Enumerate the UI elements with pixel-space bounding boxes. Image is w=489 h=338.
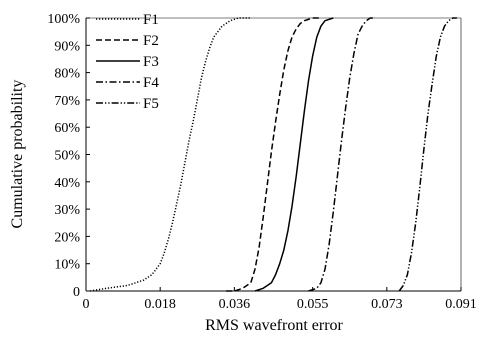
series-line-f2 (226, 17, 321, 292)
x-axis-ticks: 0 0.018 0.036 0.055 0.073 0.091 (83, 287, 477, 312)
y-axis-label: Cumulative probability (9, 80, 26, 229)
series-lines (89, 17, 457, 292)
legend-label-f1: F1 (143, 12, 159, 28)
y-tick-label: 60% (54, 121, 80, 136)
y-tick-label: 80% (54, 67, 80, 82)
y-tick-label: 10% (54, 258, 80, 273)
legend: F1 F2 F3 F4 F5 (96, 12, 159, 112)
legend-label-f4: F4 (143, 75, 159, 91)
legend-label-f2: F2 (143, 33, 159, 49)
y-tick-label: 100% (47, 12, 80, 27)
series-line-f4 (308, 17, 375, 292)
x-tick-label: 0 (83, 297, 90, 312)
y-tick-label: 70% (54, 94, 80, 109)
legend-label-f3: F3 (143, 54, 159, 70)
x-axis-label: RMS wavefront error (205, 317, 343, 333)
y-tick-label: 30% (54, 203, 80, 218)
x-tick-label: 0.018 (144, 297, 176, 312)
y-tick-label: 90% (54, 39, 80, 54)
series-line-f3 (254, 17, 334, 292)
series-line-f1 (89, 17, 251, 292)
y-axis-ticks: 0 10% 20% 30% 40% 50% 60% 70% 80% 90% 100% (47, 12, 90, 300)
x-tick-label: 0.055 (297, 297, 329, 312)
series-line-f5 (398, 17, 457, 292)
y-tick-label: 40% (54, 176, 80, 191)
x-tick-label: 0.091 (445, 297, 477, 312)
y-tick-label: 50% (54, 149, 80, 164)
legend-label-f5: F5 (143, 96, 159, 112)
plot-frame (85, 17, 462, 292)
x-tick-label: 0.073 (371, 297, 403, 312)
y-tick-label: 20% (54, 230, 80, 245)
x-tick-label: 0.036 (219, 297, 251, 312)
y-tick-label: 0 (73, 285, 80, 300)
